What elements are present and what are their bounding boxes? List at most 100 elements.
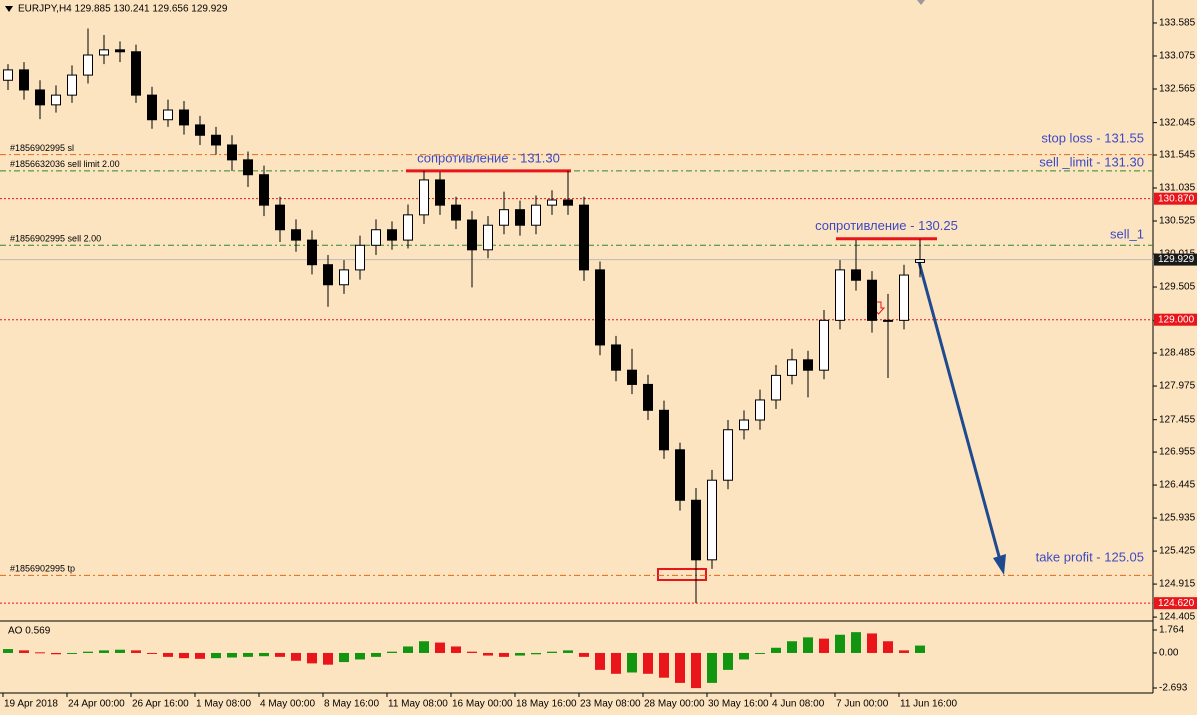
- candle-body: [211, 134, 221, 146]
- ao-bar: [179, 652, 189, 659]
- order-label: #1856902995 sell 2.00: [10, 234, 101, 244]
- ao-bar: [51, 652, 61, 655]
- candle-body: [755, 399, 765, 421]
- ao-bar: [483, 652, 493, 656]
- y-tick-label: 125.935: [1159, 513, 1196, 524]
- price-marker: [1154, 597, 1197, 610]
- candle-body: [547, 199, 557, 206]
- x-tick-label: 19 Apr 2018: [4, 699, 58, 710]
- ao-bar: [499, 652, 509, 657]
- indicator-title: AO 0.569: [8, 626, 51, 637]
- price-marker: [1154, 253, 1197, 266]
- y-tick-label: 132.045: [1159, 117, 1196, 128]
- ao-bar: [515, 652, 525, 656]
- y-tick-label: 132.565: [1159, 84, 1196, 95]
- candle-body: [835, 269, 845, 321]
- ao-bar: [563, 650, 573, 653]
- ao-bar: [755, 652, 765, 654]
- candle-body: [179, 109, 189, 126]
- ao-bar: [691, 652, 701, 689]
- order-label: #1856902995 tp: [10, 564, 75, 574]
- candle-body: [275, 204, 285, 231]
- ao-bar: [131, 650, 141, 653]
- ao-bar: [323, 652, 333, 665]
- ao-bar: [723, 652, 733, 670]
- ao-bar: [739, 652, 749, 660]
- candle-body: [915, 259, 925, 263]
- ao-bar: [851, 632, 861, 653]
- highlight-box: [657, 568, 707, 581]
- ao-bar: [211, 652, 221, 659]
- ao-bar: [99, 650, 109, 653]
- candle-body: [659, 409, 669, 451]
- ao-bar: [787, 641, 797, 653]
- candle-body: [131, 51, 141, 96]
- x-tick-label: 18 May 16:00: [516, 699, 577, 710]
- price-marker-label: 124.620: [1158, 598, 1195, 609]
- ao-bar: [675, 652, 685, 683]
- y-tick-label: 124.405: [1159, 612, 1196, 623]
- y-tick-label: 1.764: [1159, 625, 1184, 636]
- ao-bar: [899, 650, 909, 653]
- y-tick-label: 125.425: [1159, 546, 1196, 557]
- candle-body: [579, 204, 589, 271]
- y-tick-label: -2.693: [1159, 683, 1188, 694]
- ao-bar: [403, 646, 413, 653]
- candle-body: [515, 209, 525, 226]
- ao-bar: [867, 633, 877, 653]
- x-tick-label: 7 Jun 00:00: [836, 699, 889, 710]
- candle-body: [739, 419, 749, 431]
- y-tick-label: 131.545: [1159, 150, 1196, 161]
- candle-body: [259, 174, 269, 206]
- ao-bar: [291, 652, 301, 661]
- x-tick-label: 8 May 16:00: [324, 699, 379, 710]
- ao-bar: [611, 652, 621, 674]
- y-tick-label: 129.505: [1159, 282, 1196, 293]
- ao-bar: [243, 652, 253, 657]
- price-marker: [1154, 192, 1197, 205]
- y-tick-label: 0.00: [1159, 648, 1179, 659]
- x-tick-label: 28 May 00:00: [644, 699, 705, 710]
- candle-body: [387, 229, 397, 241]
- ao-bar: [115, 649, 125, 653]
- y-tick-label: 126.445: [1159, 480, 1196, 491]
- resistance-label: сопротивление - 130.25: [815, 218, 958, 233]
- candle-body: [723, 429, 733, 481]
- candle-body: [643, 383, 653, 411]
- ao-bar: [531, 652, 541, 655]
- candle-body: [163, 109, 173, 121]
- candle-body: [419, 179, 429, 216]
- candle-body: [803, 359, 813, 371]
- ao-bar: [467, 651, 477, 653]
- candle-body: [51, 94, 61, 106]
- ao-bar: [419, 641, 429, 653]
- menu-icon: [5, 6, 13, 12]
- x-tick-label: 24 Apr 00:00: [68, 699, 125, 710]
- ao-bar: [819, 638, 829, 653]
- order-label: #1856902995 sl: [10, 143, 74, 153]
- candle-body: [499, 209, 509, 226]
- ao-bar: [547, 651, 557, 653]
- ao-bar: [163, 652, 173, 657]
- ao-bar: [435, 642, 445, 653]
- candle-body: [195, 124, 205, 136]
- ao-bar: [643, 652, 653, 674]
- candle-body: [787, 359, 797, 376]
- candle-body: [595, 269, 605, 346]
- price-marker-label: 129.000: [1158, 314, 1195, 325]
- shift-marker: [917, 0, 925, 5]
- candle-body: [435, 179, 445, 206]
- candle-body: [307, 239, 317, 266]
- ao-bar: [227, 652, 237, 658]
- candle-body: [899, 274, 909, 321]
- ao-bar: [803, 637, 813, 653]
- candle-body: [771, 374, 781, 401]
- x-tick-label: 11 Jun 16:00: [900, 699, 958, 710]
- ao-bar: [259, 652, 269, 657]
- x-tick-label: 26 Apr 16:00: [132, 699, 189, 710]
- y-tick-label: 128.485: [1159, 348, 1196, 359]
- ao-bar: [883, 641, 893, 653]
- ao-bar: [275, 652, 285, 657]
